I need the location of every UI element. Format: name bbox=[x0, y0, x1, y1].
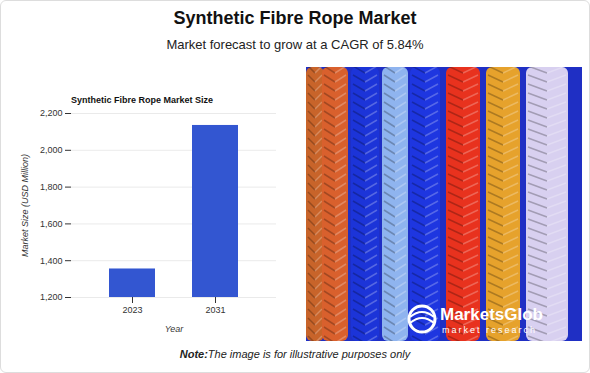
svg-text:1,800: 1,800 bbox=[40, 182, 63, 192]
svg-text:2,000: 2,000 bbox=[40, 145, 63, 155]
svg-text:2023: 2023 bbox=[122, 305, 142, 315]
html-text:Market forecast to grow at a C: Market forecast to grow at a CAGR of 5.8… bbox=[166, 37, 424, 52]
html-text:Note: The image is for illustr: Note: The image is for illustrative purp… bbox=[179, 348, 411, 360]
svg-text:2031: 2031 bbox=[205, 305, 225, 315]
svg-text:2,200: 2,200 bbox=[40, 108, 63, 118]
svg-text:Year: Year bbox=[165, 324, 185, 334]
svg-text:1,200: 1,200 bbox=[40, 292, 63, 302]
svg-text:1,600: 1,600 bbox=[40, 219, 63, 229]
svg-text:MarketsGlob: MarketsGlob bbox=[440, 305, 543, 324]
svg-text:Market Size (USD Million): Market Size (USD Million) bbox=[20, 154, 30, 257]
svg-text:market research: market research bbox=[442, 325, 537, 335]
svg-text:1,400: 1,400 bbox=[40, 256, 63, 266]
html-text:Synthetic Fibre Rope Market: Synthetic Fibre Rope Market bbox=[173, 8, 417, 28]
html-text:Synthetic Fibre Rope Market Si: Synthetic Fibre Rope Market Size bbox=[71, 95, 213, 105]
